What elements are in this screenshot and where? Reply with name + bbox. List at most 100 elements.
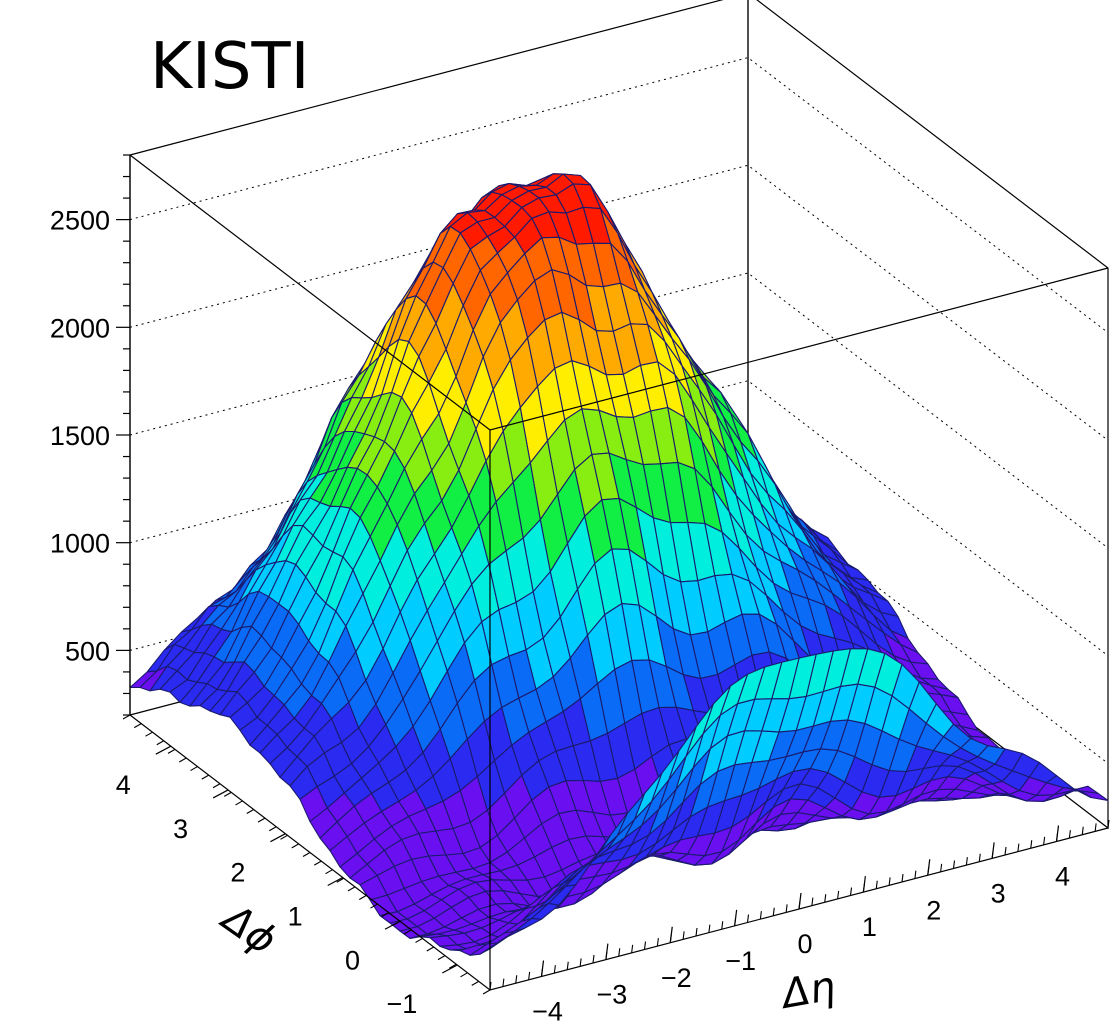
eta-minor-tick [631, 944, 634, 953]
phi-major-tick [384, 920, 401, 930]
eta-minor-tick [708, 924, 711, 933]
eta-major-tick [734, 909, 738, 926]
phi-minor-tick [426, 946, 435, 952]
phi-minor-tick [122, 714, 131, 720]
eta-minor-tick [875, 880, 878, 889]
eta-minor-tick [1017, 843, 1020, 852]
eta-axis-label: Δη [776, 963, 839, 1018]
eta-axis: −4 −3 −2 −1 0 1 2 3 4 [489, 819, 1110, 1027]
phi-minor-tick [471, 980, 480, 986]
eta-tick-label: −2 [661, 963, 692, 993]
phi-minor-tick [190, 766, 198, 772]
eta-minor-tick [489, 981, 492, 991]
phi-minor-tick [302, 852, 311, 857]
eta-minor-tick [811, 897, 814, 906]
phi-major-tick [212, 789, 229, 799]
eta-major-tick [862, 876, 866, 893]
phi-minor-tick [212, 783, 221, 789]
phi-minor-tick [156, 740, 165, 746]
eta-minor-tick [643, 941, 647, 950]
phi-major-tick [155, 745, 172, 755]
z-tick-label: 1500 [50, 421, 110, 451]
phi-minor-tick [313, 860, 322, 866]
phi-major-tick [442, 964, 458, 974]
eta-minor-tick [528, 971, 531, 980]
eta-minor-tick [849, 887, 853, 896]
z-tick-label: 500 [65, 636, 110, 666]
eta-minor-tick [682, 931, 685, 940]
z-axis: 500 1000 1500 2000 2500 [50, 154, 131, 716]
phi-minor-tick [336, 877, 345, 883]
eta-major-tick [1055, 825, 1060, 842]
eta-minor-tick [592, 954, 595, 964]
phi-minor-tick [133, 723, 142, 729]
phi-axis: −1 0 1 2 3 4 [116, 714, 491, 1019]
eta-minor-tick [515, 975, 518, 984]
phi-minor-tick [280, 834, 288, 840]
phi-minor-tick [257, 817, 266, 823]
eta-minor-tick [721, 921, 724, 930]
phi-minor-tick [178, 757, 187, 763]
phi-minor-tick [381, 912, 390, 918]
phi-minor-tick [167, 748, 176, 754]
eta-major-tick [669, 926, 673, 943]
phi-axis-label: Δϕ [212, 894, 285, 964]
chart-title: KISTI [150, 30, 309, 104]
phi-minor-tick [246, 809, 255, 815]
eta-minor-tick [579, 958, 582, 967]
eta-minor-tick [1068, 830, 1071, 839]
eta-major-tick [540, 960, 545, 977]
eta-minor-tick [566, 961, 569, 970]
eta-minor-tick [914, 870, 917, 879]
phi-tick-label: 2 [230, 858, 245, 888]
z-tick-label: 2000 [50, 313, 110, 343]
phi-minor-tick [325, 869, 333, 875]
eta-tick-label: 1 [862, 912, 877, 942]
eta-minor-tick [1030, 840, 1033, 849]
z-tick-label: 2500 [50, 206, 110, 236]
phi-minor-tick [437, 955, 446, 961]
eta-minor-tick [502, 978, 505, 987]
eta-minor-tick [785, 904, 788, 913]
eta-minor-tick [824, 894, 827, 903]
eta-tick-label: 4 [1055, 862, 1070, 892]
phi-minor-tick [145, 731, 153, 737]
eta-minor-tick [656, 938, 659, 947]
eta-minor-tick [759, 911, 762, 920]
eta-minor-tick [618, 948, 621, 957]
eta-minor-tick [952, 860, 956, 869]
phi-minor-tick [268, 826, 277, 832]
surface-mesh [129, 173, 1109, 956]
eta-minor-tick [837, 890, 840, 899]
phi-tick-label: 1 [288, 901, 303, 931]
eta-minor-tick [965, 857, 968, 866]
phi-minor-tick [201, 774, 210, 780]
eta-major-tick [991, 842, 995, 859]
phi-minor-tick [291, 843, 300, 849]
eta-tick-label: −4 [532, 997, 563, 1027]
phi-minor-tick [235, 800, 243, 806]
phi-minor-tick [358, 894, 367, 900]
phi-tick-label: 4 [116, 770, 131, 800]
eta-tick-label: 0 [797, 929, 812, 959]
z-tick-label: 1000 [50, 529, 110, 559]
surface-cell [479, 936, 508, 955]
eta-major-tick [798, 892, 802, 910]
eta-tick-label: −3 [596, 980, 627, 1010]
eta-major-tick [927, 859, 931, 876]
phi-tick-label: −1 [386, 989, 417, 1019]
eta-major-tick [605, 943, 609, 960]
eta-minor-tick [553, 965, 556, 974]
phi-minor-tick [347, 886, 356, 892]
phi-minor-tick [460, 972, 468, 978]
eta-minor-tick [1004, 846, 1007, 856]
phi-minor-tick [223, 791, 232, 797]
phi-tick-label: 3 [173, 814, 188, 844]
eta-minor-tick [1094, 823, 1097, 832]
eta-minor-tick [1081, 826, 1084, 835]
eta-minor-tick [772, 907, 775, 916]
eta-minor-tick [888, 877, 891, 886]
phi-major-tick [270, 833, 286, 843]
eta-minor-tick [695, 927, 698, 937]
